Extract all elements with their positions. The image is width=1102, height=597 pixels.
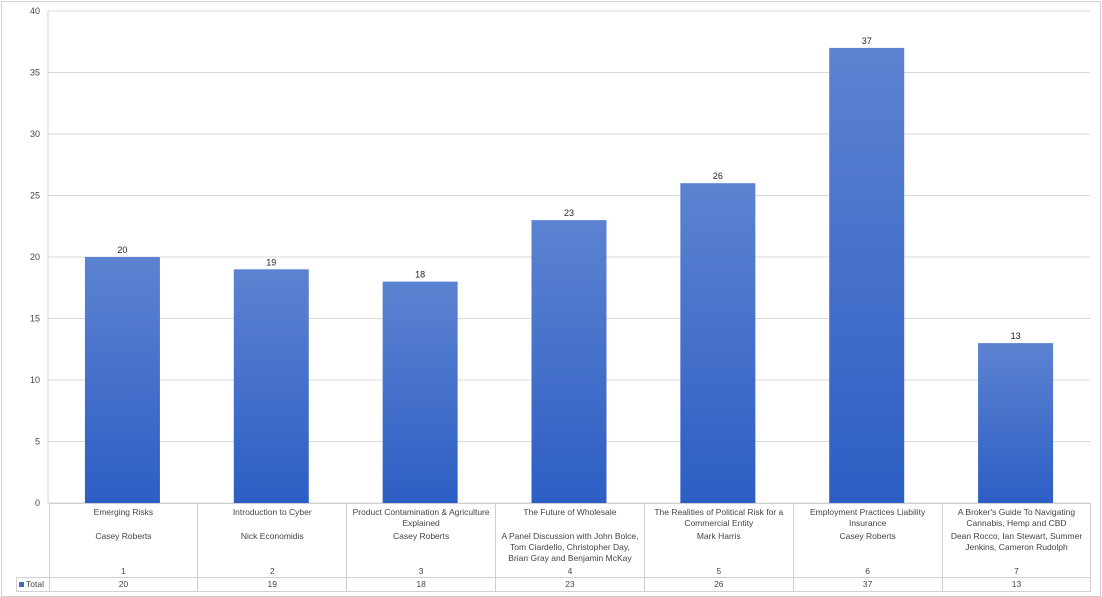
bar <box>233 269 309 503</box>
data-label: 26 <box>713 171 723 181</box>
session-number: 6 <box>865 566 870 576</box>
bar <box>978 343 1054 503</box>
session-number: 7 <box>1014 566 1019 576</box>
speaker: Nick Economidis <box>240 531 304 541</box>
total-value: 18 <box>346 577 497 592</box>
data-label: 23 <box>564 208 574 218</box>
session-title: A Broker's Guide To Navigating Cannabis,… <box>957 507 1076 528</box>
y-tick-label: 15 <box>30 314 40 324</box>
y-tick-label: 0 <box>35 498 40 508</box>
y-tick-label: 35 <box>30 68 40 78</box>
session-number: 2 <box>269 566 275 576</box>
bar <box>382 281 458 503</box>
speaker: Dean Rocco, Ian Stewart, Summer Jenkins,… <box>950 531 1083 552</box>
y-tick-label: 40 <box>30 6 40 16</box>
session-title: The Future of Wholesale <box>523 507 617 517</box>
category-cell: The Realities of Political Risk for a Co… <box>643 503 794 578</box>
data-label: 19 <box>266 257 276 267</box>
category-cell: A Broker's Guide To Navigating Cannabis,… <box>941 503 1092 578</box>
data-label: 18 <box>415 270 425 280</box>
data-label: 37 <box>862 36 872 46</box>
y-tick-label: 20 <box>30 252 40 262</box>
total-value: 37 <box>792 577 943 592</box>
data-table: Emerging Risks Casey Roberts 1 Introduction… <box>16 503 1092 592</box>
speaker: Casey Roberts <box>839 531 896 541</box>
session-title: Emerging Risks <box>93 507 154 517</box>
y-tick-label: 30 <box>30 129 40 139</box>
total-value: 26 <box>643 577 794 592</box>
data-label: 13 <box>1011 331 1021 341</box>
speaker: Casey Roberts <box>393 531 450 541</box>
bar <box>680 183 756 503</box>
total-value: 20 <box>48 577 199 592</box>
category-cell: Employment Practices Liability Insurance… <box>792 503 943 578</box>
session-title: Introduction to Cyber <box>232 507 312 517</box>
session-number: 1 <box>121 566 126 576</box>
bar <box>531 220 607 503</box>
total-value: 19 <box>197 577 348 592</box>
category-cell: Introduction to Cyber Nick Economidis 2 <box>197 503 348 578</box>
speaker: Mark Harris <box>696 531 741 541</box>
session-title: The Realities of Political Risk for a Co… <box>654 507 784 528</box>
y-tick-label: 10 <box>30 375 40 385</box>
y-tick-label: 5 <box>35 437 40 447</box>
category-cell: Emerging Risks Casey Roberts 1 <box>48 503 199 578</box>
data-label: 20 <box>117 245 127 255</box>
y-tick-label: 25 <box>30 191 40 201</box>
session-number: 5 <box>716 566 722 576</box>
total-value: 13 <box>941 577 1092 592</box>
speaker: A Panel Discussion with John Bolce, Tom … <box>501 531 639 563</box>
bar <box>829 47 905 504</box>
legend-total: Total <box>16 577 50 592</box>
session-title: Employment Practices Liability Insurance <box>810 507 926 528</box>
category-cell: The Future of Wholesale A Panel Discussio… <box>495 503 645 578</box>
session-number: 3 <box>418 566 424 576</box>
bar <box>84 257 160 503</box>
legend-swatch <box>19 582 24 588</box>
session-title: Product Contamination & Agriculture Expl… <box>352 507 490 528</box>
speaker: Casey Roberts <box>95 531 152 541</box>
session-number: 4 <box>567 566 573 576</box>
category-cell: Product Contamination & Agriculture Expl… <box>346 503 497 578</box>
total-value: 23 <box>495 577 645 592</box>
